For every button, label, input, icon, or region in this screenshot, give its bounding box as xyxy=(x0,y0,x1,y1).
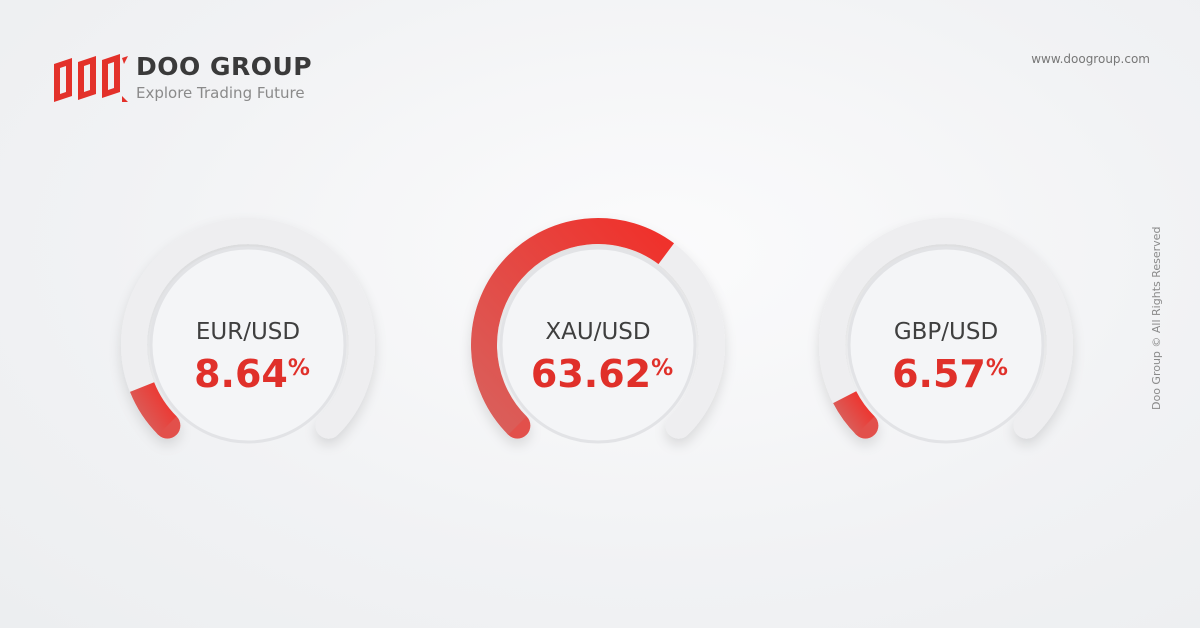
gauge: XAU/USD 63.62% xyxy=(471,218,725,444)
gauge: GBP/USD 6.57% xyxy=(819,218,1073,444)
doo-logo-icon xyxy=(54,54,128,102)
gauge-track xyxy=(819,218,1073,439)
gauge-value-arc xyxy=(129,381,177,435)
gauge-label: GBP/USD xyxy=(894,319,998,345)
gauge-value: 8.64% xyxy=(194,352,310,396)
gauge-value-arc xyxy=(833,390,875,435)
gauge-value: 63.62% xyxy=(531,352,673,396)
website-url: www.doogroup.com xyxy=(1031,52,1150,66)
brand-tagline: Explore Trading Future xyxy=(136,84,305,102)
gauge-inner-face xyxy=(847,246,1045,444)
brand-name: DOO GROUP xyxy=(136,52,313,81)
gauge-label: XAU/USD xyxy=(545,319,650,345)
gauge-inner-face xyxy=(499,246,697,444)
gauge: EUR/USD 8.64% xyxy=(121,218,375,444)
gauge-inner-face xyxy=(149,246,347,444)
gauge-label: EUR/USD xyxy=(196,319,300,345)
gauge-value-arc xyxy=(471,218,675,435)
gauge-value: 6.57% xyxy=(892,352,1008,396)
logo: DOO GROUP Explore Trading Future xyxy=(52,52,312,104)
gauge-track xyxy=(121,218,375,439)
